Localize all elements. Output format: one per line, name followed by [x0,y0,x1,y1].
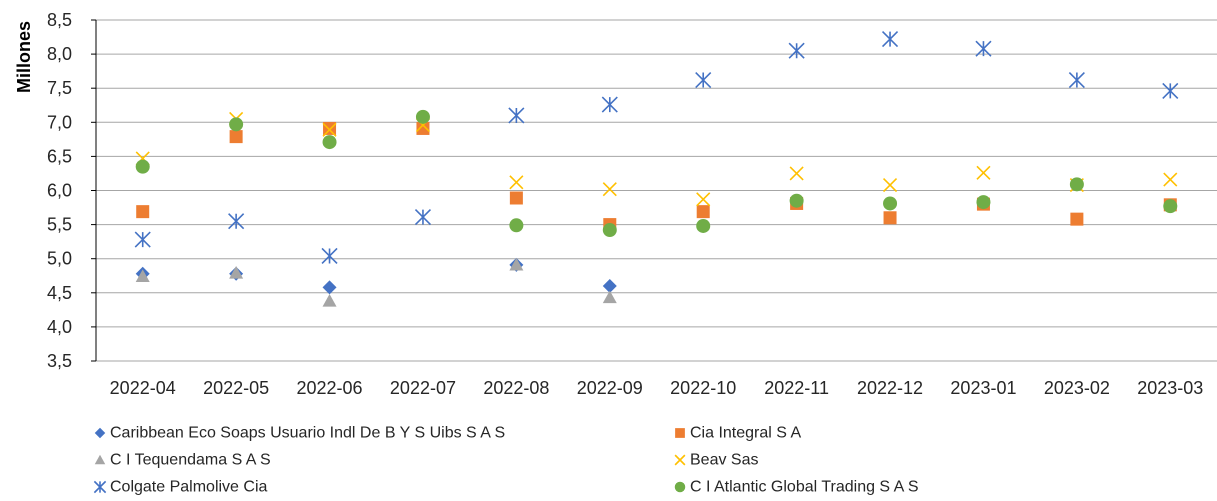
data-point [509,257,524,271]
legend-item: Caribbean Eco Soaps Usuario Indl De B Y … [94,425,505,442]
legend-marker [674,454,686,466]
data-point [602,223,617,238]
data-points [134,31,1179,307]
x-tick-label: 2022-09 [577,378,643,398]
legend-item: Colgate Palmolive Cia [93,479,268,496]
y-tick-label: 6,5 [47,146,72,166]
data-point [322,135,337,150]
legend-item: Beav Sas [674,452,758,469]
data-point [228,213,245,230]
data-point [321,247,338,265]
legend-label: Cia Integral S A [690,425,802,442]
data-point [229,266,244,279]
data-point [696,192,711,207]
y-tick-label: 5,0 [47,249,72,269]
y-axis-label: Millones [14,21,34,93]
legend-marker [674,481,686,493]
data-point [323,121,337,135]
data-point [134,231,151,248]
data-point [135,269,150,283]
legend-marker [94,454,106,465]
data-point [1163,199,1178,214]
legend-item: Cia Integral S A [675,425,802,442]
x-tick-label: 2022-12 [857,378,923,398]
x-tick-label: 2022-10 [670,378,736,398]
legend-item: C I Tequendama S A S [94,452,271,469]
x-tick-label: 2022-11 [764,378,829,398]
x-tick-label: 2023-03 [1137,378,1203,398]
y-tick-label: 5,5 [47,215,72,235]
legend-label: Caribbean Eco Soaps Usuario Indl De B Y … [110,425,505,442]
y-tick-label: 7,5 [47,78,72,98]
y-tick-label: 6,0 [47,181,72,201]
legend-label: Colgate Palmolive Cia [110,479,268,496]
data-point [601,96,618,113]
data-point [414,209,432,226]
data-point [976,165,991,180]
x-tick-labels: 2022-04 2022-05 2022-06 2022-07 2022-08 2022-… [110,378,1204,398]
y-tick-label: 8,5 [47,10,72,30]
x-tick-label: 2023-02 [1044,378,1110,398]
legend-label: C I Atlantic Global Trading S A S [690,479,919,496]
data-point [322,280,337,295]
y-tick-label: 7,0 [47,112,72,132]
legend-marker [93,480,107,494]
data-point [882,177,898,193]
y-tick-label: 8,0 [47,44,72,64]
data-point [509,175,524,190]
data-point [883,196,898,211]
data-point [696,205,710,219]
data-point [602,278,617,293]
data-point [1070,212,1084,226]
data-point [508,107,525,124]
x-tick-label: 2022-08 [483,378,549,398]
legend-label: C I Tequendama S A S [110,452,271,469]
x-tick-label: 2023-01 [950,378,1016,398]
data-point [322,293,337,307]
data-point [229,117,244,132]
y-tick-label: 4,0 [47,317,72,337]
data-point [509,191,523,205]
y-tick-label: 4,5 [47,283,72,303]
data-point [789,166,804,181]
x-tick-label: 2022-04 [110,378,176,398]
data-point [322,122,337,137]
data-point [1163,172,1178,187]
legend-item: C I Atlantic Global Trading S A S [674,479,919,496]
data-point [602,290,617,304]
y-tick-labels: 3,5 4,0 4,5 5,0 5,5 6,0 6,5 7,0 7,5 8,0 8,5 [47,10,96,371]
data-point [976,195,991,210]
legend-marker [94,427,106,439]
x-tick-label: 2022-07 [390,378,456,398]
data-point [416,121,430,135]
data-point [136,205,150,219]
data-point [135,159,150,174]
y-tick-label: 3,5 [47,351,72,371]
data-point [602,182,617,197]
data-point [883,211,897,225]
legend: Caribbean Eco Soaps Usuario Indl De B Y … [93,425,919,496]
data-point [789,193,804,208]
x-tick-label: 2022-06 [297,378,363,398]
data-point [695,71,712,89]
data-point [788,42,805,59]
data-point [509,218,524,233]
data-point [1069,177,1084,192]
data-point [696,218,711,233]
data-point [1068,71,1085,89]
legend-marker [675,428,685,438]
gridlines [96,19,1217,362]
x-tick-label: 2022-05 [203,378,269,398]
data-point [881,31,899,48]
legend-label: Beav Sas [690,452,758,469]
data-point [1162,82,1179,99]
data-point [415,109,430,124]
data-point [229,130,243,144]
data-point [975,40,992,57]
